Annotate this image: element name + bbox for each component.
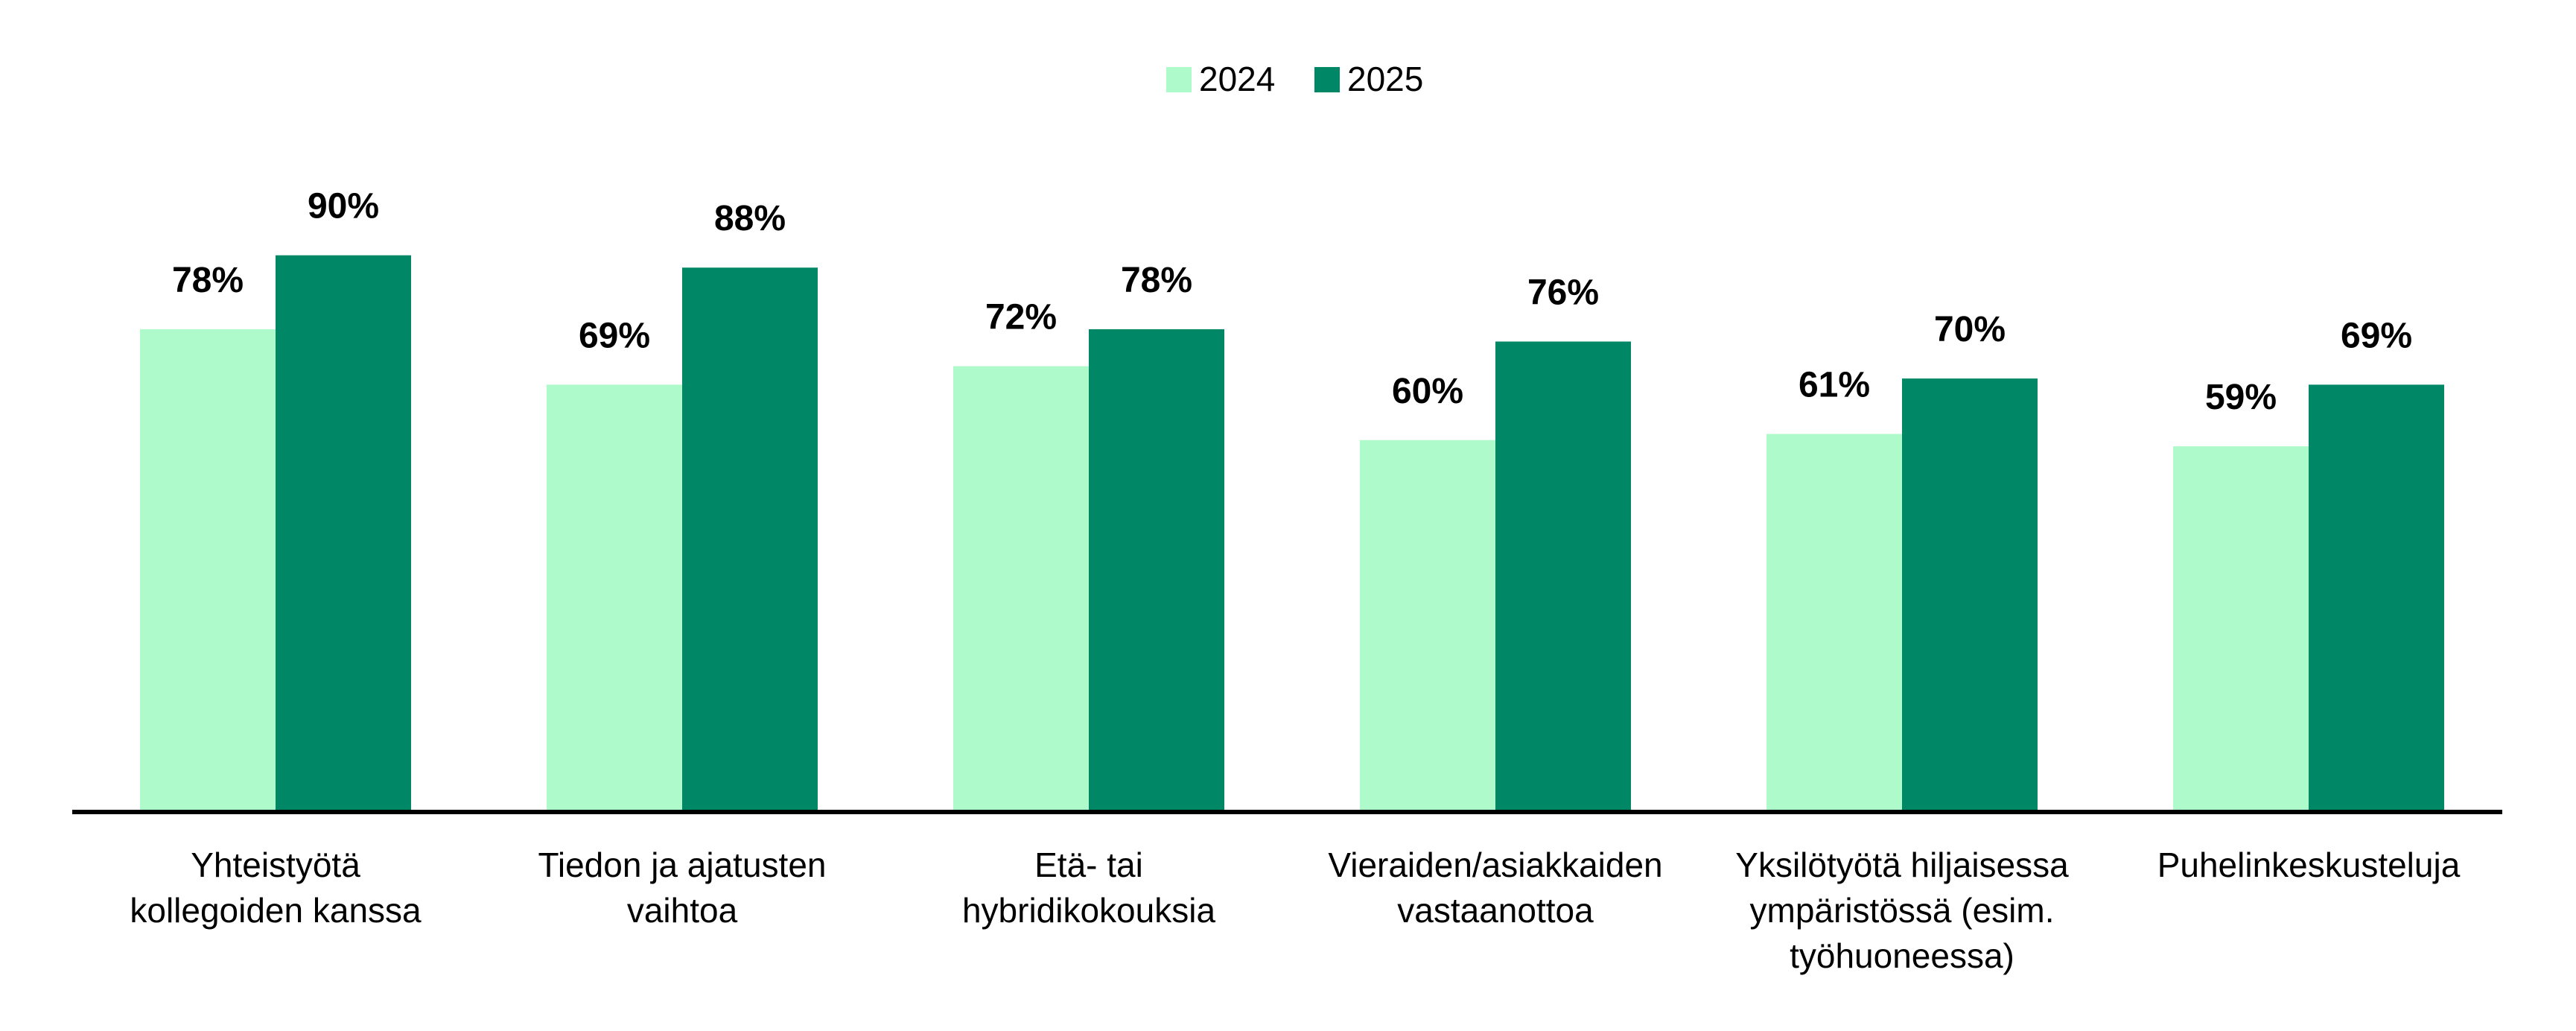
bar-2025-5 [2309, 384, 2444, 810]
bar-2025-3 [1495, 341, 1631, 810]
category-label-0: Yhteistyötä kollegoiden kanssa [130, 846, 422, 930]
category-label-line: vastaanottoa [1397, 891, 1594, 930]
value-label-2025-4: 70% [1934, 310, 2006, 349]
value-label-2025-3: 76% [1527, 273, 1599, 312]
legend-swatch-2025 [1314, 67, 1340, 92]
bar-2024-5 [2173, 446, 2309, 810]
category-label-line: hybridikokouksia [962, 891, 1215, 930]
value-label-2025-2: 78% [1121, 261, 1192, 300]
value-label-2024-4: 61% [1799, 366, 1870, 405]
category-label-5: Puhelinkeskusteluja [2157, 846, 2461, 884]
value-label-2025-0: 90% [308, 187, 379, 226]
category-label-line: ympäristössä (esim. [1750, 891, 2055, 930]
category-label-line: Etä- tai [1034, 846, 1143, 884]
category-label-line: Puhelinkeskusteluja [2157, 846, 2461, 884]
category-label-line: kollegoiden kanssa [130, 891, 422, 930]
bar-2025-2 [1089, 329, 1224, 810]
bar-2025-0 [276, 255, 411, 810]
category-label-1: Tiedon ja ajatusten vaihtoa [538, 846, 826, 930]
category-label-4: Yksilötyötä hiljaisessa ympäristössä (esi… [1735, 846, 2069, 975]
legend-swatch-2024 [1166, 67, 1192, 92]
value-label-2025-5: 69% [2341, 316, 2412, 355]
bar-2025-4 [1902, 378, 2038, 810]
bar-2024-1 [547, 384, 682, 810]
category-label-line: Yksilötyötä hiljaisessa [1735, 846, 2069, 884]
category-label-line: työhuoneessa) [1790, 936, 2014, 975]
value-label-2025-1: 88% [714, 199, 786, 238]
bar-2024-4 [1766, 434, 1902, 810]
value-label-2024-0: 78% [172, 261, 244, 300]
bars [140, 255, 2444, 810]
value-label-2024-3: 60% [1392, 372, 1463, 411]
legend: 2024 2025 [1166, 60, 1423, 98]
legend-label-2025: 2025 [1347, 60, 1423, 98]
legend-label-2024: 2024 [1199, 60, 1275, 98]
value-label-2024-5: 59% [2205, 378, 2277, 417]
category-label-line: Tiedon ja ajatusten [538, 846, 826, 884]
bar-2024-0 [140, 329, 276, 810]
category-label-3: Vieraiden/asiakkaiden vastaanottoa [1328, 846, 1662, 930]
bar-2024-3 [1360, 440, 1495, 810]
value-label-2024-2: 72% [985, 298, 1057, 337]
category-labels: Yhteistyötä kollegoiden kanssa Tiedon ja a… [130, 846, 2460, 975]
category-label-2: Etä- tai hybridikokouksia [962, 846, 1215, 930]
value-label-2024-1: 69% [579, 316, 650, 355]
bar-2025-1 [682, 267, 818, 810]
category-label-line: Vieraiden/asiakkaiden [1328, 846, 1662, 884]
value-labels: 78% 90% 69% 88% 72% 78% 60% 76% 61% 70% 59% 69% [172, 187, 2412, 417]
bar-2024-2 [953, 366, 1089, 810]
category-label-line: Yhteistyötä [191, 846, 360, 884]
category-label-line: vaihtoa [627, 891, 738, 930]
